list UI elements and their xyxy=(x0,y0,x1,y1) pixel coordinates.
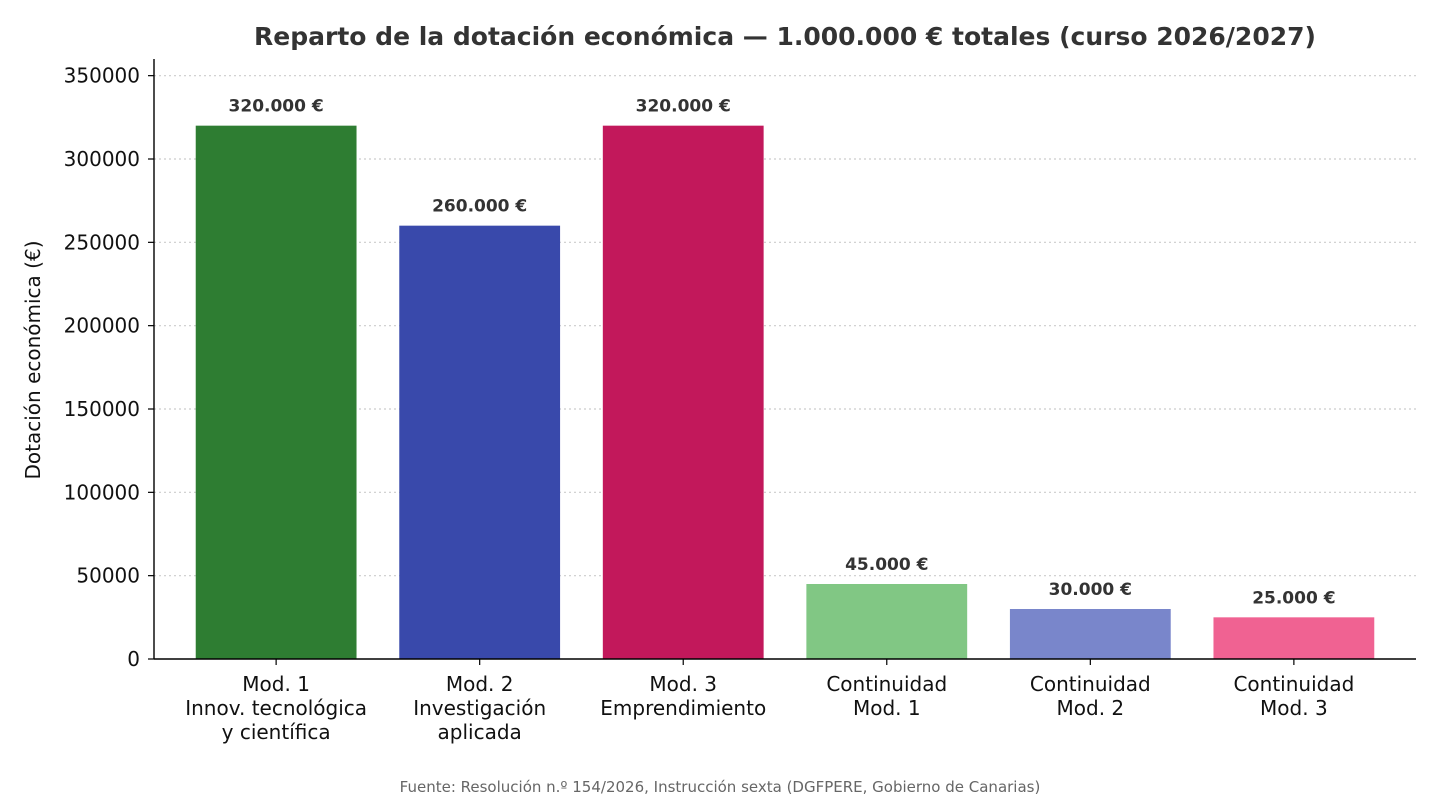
bar xyxy=(195,125,357,659)
chart-title: Reparto de la dotación económica — 1.000… xyxy=(254,22,1316,51)
y-tick-label: 100000 xyxy=(64,480,140,504)
x-tick-label-line: Mod. 1 xyxy=(853,696,921,720)
y-axis-label: Dotación económica (€) xyxy=(21,241,45,480)
x-tick-label-line: Continuidad xyxy=(826,672,947,696)
bar xyxy=(806,584,968,659)
x-tick-label-line: y científica xyxy=(222,720,331,744)
x-tick-label: Mod. 3 Emprendimiento xyxy=(600,672,766,720)
bar xyxy=(399,225,561,659)
bar-value-label: 45.000 € xyxy=(845,555,928,575)
x-axis: Mod. 1 Innov. tecnológica y científicaMod.… xyxy=(154,658,1416,744)
gridlines xyxy=(154,75,1416,577)
bar xyxy=(1009,609,1171,659)
y-axis: 0 50000 100000 150000 200000 250000 300000 3500… xyxy=(64,59,155,671)
x-tick-label-line: Innov. tecnológica xyxy=(185,696,367,720)
bar-value-label: 25.000 € xyxy=(1252,588,1335,608)
y-tick-label: 0 xyxy=(127,647,140,671)
x-tick-label: Mod. 1 Innov. tecnológica y científica xyxy=(185,672,367,744)
x-tick-label-line: Mod. 2 xyxy=(1057,696,1125,720)
x-tick-label-line: Mod. 3 xyxy=(649,672,717,696)
x-tick-label-line: Mod. 2 xyxy=(446,672,514,696)
y-tick-label: 250000 xyxy=(64,230,140,254)
y-tick-label: 150000 xyxy=(64,397,140,421)
x-tick-label-line: Mod. 3 xyxy=(1260,696,1328,720)
y-tick-label: 200000 xyxy=(64,314,140,338)
bar xyxy=(1213,617,1375,659)
x-tick-label-line: Mod. 1 xyxy=(242,672,310,696)
bar-value-label: 320.000 € xyxy=(229,97,324,117)
y-tick-label: 50000 xyxy=(76,564,140,588)
bar-value-label: 260.000 € xyxy=(432,197,527,217)
x-tick-label: Continuidad Mod. 2 xyxy=(1030,672,1151,720)
x-tick-label-line: aplicada xyxy=(438,720,522,744)
x-tick-label-line: Investigación xyxy=(413,696,546,720)
source-note: Fuente: Resolución n.º 154/2026, Instruc… xyxy=(400,778,1041,796)
x-tick-label-line: Continuidad xyxy=(1233,672,1354,696)
x-tick-label-line: Emprendimiento xyxy=(600,696,766,720)
y-tick-label: 300000 xyxy=(64,147,140,171)
bar xyxy=(602,125,764,659)
bar-value-label: 320.000 € xyxy=(636,97,731,117)
data-labels: 320.000 € 260.000 € 320.000 € 45.000 € 30.00… xyxy=(229,97,1336,609)
bar-value-label: 30.000 € xyxy=(1049,580,1132,600)
bars xyxy=(195,125,1375,659)
x-tick-label-line: Continuidad xyxy=(1030,672,1151,696)
x-tick-label: Mod. 2 Investigación aplicada xyxy=(413,672,546,744)
x-tick-label: Continuidad Mod. 1 xyxy=(826,672,947,720)
y-tick-label: 350000 xyxy=(64,64,140,88)
x-tick-label: Continuidad Mod. 3 xyxy=(1233,672,1354,720)
